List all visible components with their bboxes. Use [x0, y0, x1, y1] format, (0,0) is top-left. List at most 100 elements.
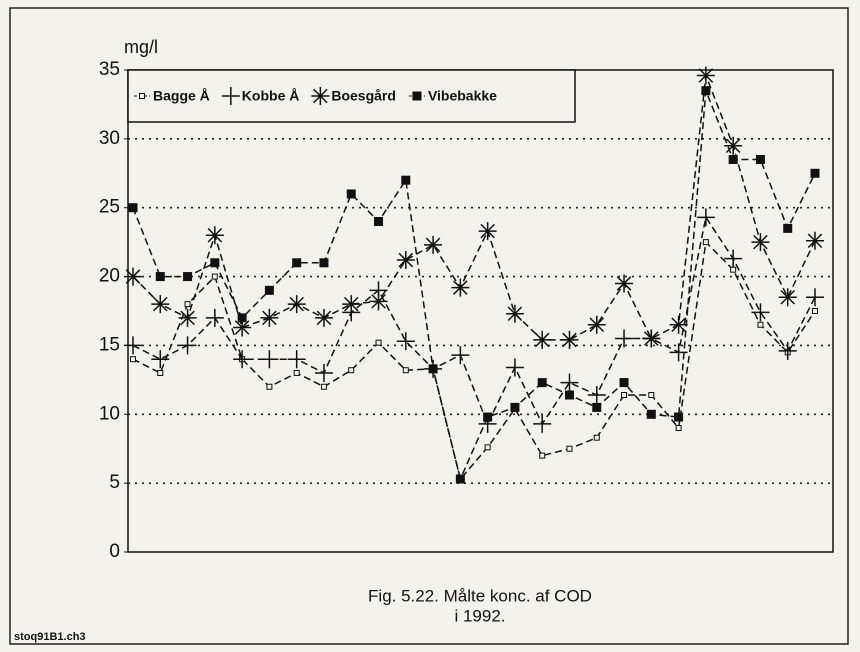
marker [293, 369, 300, 376]
marker-shape [371, 294, 386, 309]
marker-shape [510, 402, 520, 412]
marker [396, 332, 415, 351]
y-tick-label: 30 [99, 128, 120, 149]
marker-shape [292, 258, 302, 268]
marker [375, 339, 382, 346]
marker-shape [428, 364, 438, 374]
marker [533, 330, 552, 349]
marker-shape [619, 378, 629, 388]
marker-shape [293, 369, 300, 376]
marker-shape [807, 233, 823, 249]
marker-shape [810, 168, 820, 178]
marker [455, 474, 465, 484]
legend-box [127, 69, 576, 123]
marker-shape [316, 310, 332, 326]
marker [428, 364, 438, 374]
marker [451, 278, 470, 297]
marker-shape [480, 223, 495, 239]
marker [812, 308, 818, 314]
marker-shape [205, 308, 224, 327]
marker [642, 329, 661, 348]
marker [266, 383, 273, 390]
marker [205, 226, 224, 245]
marker [702, 239, 709, 246]
marker [669, 343, 688, 362]
marker [674, 412, 684, 422]
marker-shape [233, 350, 252, 369]
marker-shape [313, 88, 328, 104]
marker-shape [562, 332, 577, 348]
marker-shape [178, 336, 197, 355]
marker [560, 373, 579, 392]
marker-shape [157, 369, 164, 376]
marker [346, 189, 356, 199]
legend-label: Bagge Å [153, 88, 210, 104]
marker-shape [455, 474, 465, 484]
plot-area [127, 69, 834, 553]
marker-shape [289, 296, 304, 312]
marker-shape [539, 452, 546, 459]
marker [151, 350, 170, 369]
marker-shape [753, 234, 768, 250]
y-tick-label: 35 [99, 59, 120, 80]
marker-shape [374, 216, 384, 226]
marker [348, 367, 355, 374]
marker-shape [701, 86, 711, 96]
marker-shape [343, 296, 359, 312]
marker [151, 295, 170, 314]
marker [124, 336, 142, 355]
marker-shape [505, 358, 524, 377]
marker [751, 303, 770, 322]
marker [287, 295, 306, 314]
marker [757, 321, 764, 328]
marker-shape [453, 280, 468, 295]
marker [564, 390, 574, 400]
marker-shape [589, 317, 605, 333]
marker-shape [128, 203, 138, 213]
marker [314, 363, 333, 382]
series-line [132, 75, 816, 341]
marker-shape [125, 269, 141, 284]
marker [221, 87, 240, 105]
marker-shape [211, 273, 218, 280]
marker-shape [320, 383, 327, 390]
marker [178, 336, 197, 355]
marker-shape [412, 91, 422, 101]
marker-shape [671, 317, 686, 333]
marker [124, 267, 142, 286]
marker-shape [396, 332, 415, 351]
marker [592, 402, 602, 412]
marker-shape [375, 339, 382, 346]
y-axis-label: mg/l [124, 37, 158, 57]
marker [210, 258, 220, 268]
marker-shape [644, 331, 659, 346]
marker [701, 86, 711, 96]
marker [510, 402, 520, 412]
marker [537, 378, 547, 388]
marker [287, 350, 306, 369]
marker [374, 216, 384, 226]
legend: Bagge Å Kobbe Å Boesgård Vibebakke [127, 69, 576, 123]
marker-shape [124, 336, 142, 355]
marker-shape [130, 356, 136, 363]
marker-shape [266, 383, 273, 390]
marker-shape [755, 155, 765, 165]
marker-shape [234, 320, 250, 335]
y-tick-label: 5 [109, 472, 120, 493]
marker-shape [702, 239, 709, 246]
marker [669, 315, 688, 334]
marker [130, 356, 136, 363]
marker [621, 392, 628, 399]
marker [755, 155, 765, 165]
marker-shape [348, 367, 355, 374]
marker [237, 313, 247, 323]
marker-shape [564, 390, 574, 400]
marker-shape [780, 289, 796, 305]
marker [342, 295, 361, 314]
marker [260, 350, 279, 369]
legend-label: Boesgård [331, 88, 396, 104]
marker [593, 434, 600, 441]
y-tick-label: 10 [99, 403, 120, 424]
marker [178, 308, 197, 327]
marker [157, 369, 164, 376]
